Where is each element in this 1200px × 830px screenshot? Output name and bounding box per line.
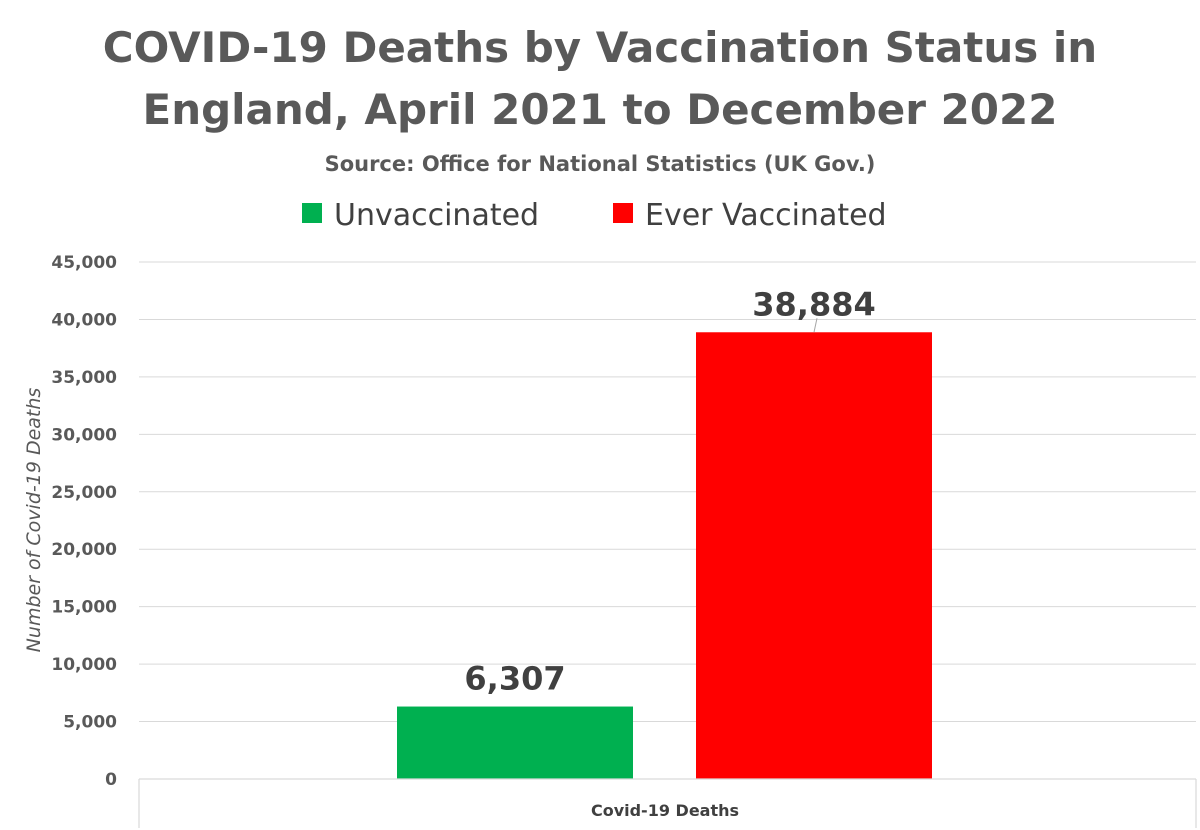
bars	[397, 332, 932, 779]
legend-swatch-unvaccinated	[302, 203, 322, 223]
y-tick-label: 0	[105, 770, 117, 790]
bar-unvaccinated	[397, 706, 633, 779]
legend-label-unvaccinated: Unvaccinated	[334, 198, 539, 233]
y-tick-label: 35,000	[51, 368, 117, 388]
chart-title-line-1: COVID-19 Deaths by Vaccination Status in	[103, 23, 1097, 72]
legend-label-ever-vaccinated: Ever Vaccinated	[645, 198, 887, 233]
y-tick-label: 10,000	[51, 655, 117, 675]
y-axis-title: Number of Covid-19 Deaths	[23, 388, 45, 653]
data-label-unvaccinated: 6,307	[464, 660, 565, 698]
bar-ever-vaccinated	[696, 332, 932, 779]
legend: Unvaccinated Ever Vaccinated	[302, 198, 887, 233]
category-label: Covid-19 Deaths	[591, 801, 739, 820]
data-label-ever-vaccinated: 38,884	[752, 285, 875, 323]
chart-title-line-2: England, April 2021 to December 2022	[143, 85, 1058, 134]
y-tick-label: 40,000	[51, 310, 117, 330]
data-labels: 6,307 38,884	[464, 285, 875, 697]
y-axis-tick-labels: 0 5,000 10,000 15,000 20,000 25,000 30,000 35,0…	[51, 253, 117, 790]
data-label-leader-line	[813, 318, 818, 333]
chart-subtitle: Source: Office for National Statistics (…	[325, 152, 876, 176]
legend-swatch-ever-vaccinated	[613, 203, 633, 223]
y-tick-label: 25,000	[51, 483, 117, 503]
y-tick-label: 30,000	[51, 425, 117, 445]
y-tick-label: 5,000	[63, 713, 117, 733]
y-tick-label: 45,000	[51, 253, 117, 273]
y-tick-label: 15,000	[51, 598, 117, 618]
gridlines	[139, 261, 1196, 723]
x-axis	[138, 778, 1197, 828]
y-tick-label: 20,000	[51, 540, 117, 560]
